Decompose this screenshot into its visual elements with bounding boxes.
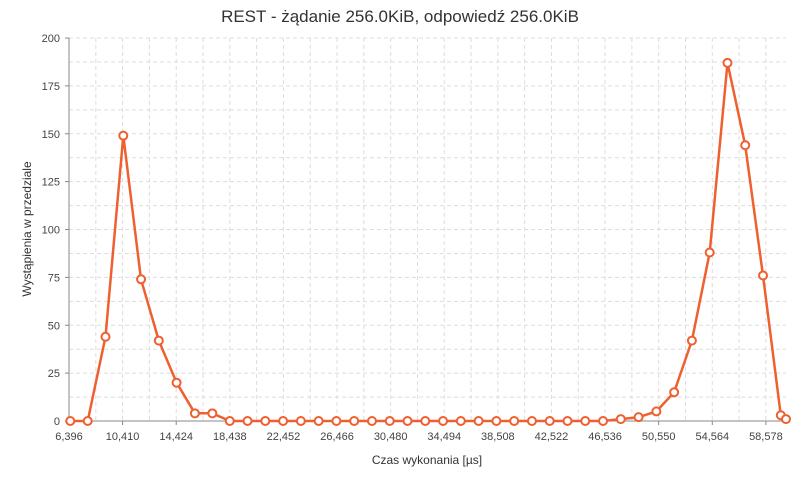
data-point [544,416,555,426]
data-point [331,416,342,426]
data-point [100,331,111,342]
x-tick-label: 54,564 [695,431,729,443]
data-point [260,416,271,426]
y-tick-label: 200 [42,33,60,45]
grid-layer [68,37,786,422]
y-tick-label: 175 [42,81,60,93]
x-tick-label: 18,438 [213,431,247,443]
x-tick-label: 26,466 [320,431,354,443]
data-point [402,416,413,426]
x-axis-label: Czas wykonania [µs] [372,453,482,467]
data-point [562,416,573,426]
data-point [384,416,395,426]
data-point [722,57,733,68]
data-point [366,416,377,426]
data-point [189,408,200,419]
y-tick-label: 100 [42,225,60,237]
data-point [580,416,591,426]
data-point [65,416,76,426]
data-point [207,408,218,419]
data-point [615,414,626,425]
data-point [669,387,680,398]
data-point [349,416,360,426]
data-point [704,247,715,258]
series-layer [65,57,791,426]
data-point [153,335,164,346]
data-point [295,416,306,426]
y-tick-label: 50 [48,320,60,332]
data-point [420,416,431,426]
y-tick-label: 25 [48,368,60,380]
data-point [171,377,182,388]
data-point [740,140,751,151]
data-point [473,416,484,426]
data-point [686,335,697,346]
data-point [438,416,449,426]
x-tick-label: 30,480 [374,431,408,443]
y-axis-label: Wystąpienia w przedziale [20,161,34,297]
data-point [598,416,609,426]
series-line [70,61,787,423]
y-tick-label: 125 [42,177,60,189]
y-tick-label: 75 [48,272,60,284]
x-tick-label: 22,452 [267,431,301,443]
axes-layer: 6,396 10,410 14,424 18,438 22,452 26,466 30,48… [42,33,786,443]
x-tick-label: 46,536 [588,431,622,443]
data-point [313,416,324,426]
data-point [633,412,644,423]
data-point [136,274,147,285]
x-tick-label: 10,410 [106,431,140,443]
x-tick-label: 42,522 [535,431,569,443]
y-tick-label: 150 [42,129,60,141]
x-tick-label: 38,508 [481,431,515,443]
data-point [651,406,662,417]
data-point [526,416,537,426]
data-point [781,414,791,425]
data-point [509,416,520,426]
chart-title: REST - żądanie 256.0KiB, odpowiedź 256.0… [221,7,579,26]
x-tick-label: 34,494 [427,431,461,443]
data-point [224,416,235,426]
data-point [491,416,502,426]
x-tick-label: 6,396 [55,431,83,443]
x-tick-label: 58,578 [749,431,783,443]
data-point [118,130,129,141]
data-point [758,270,769,281]
data-point [82,416,93,426]
y-tick-label: 0 [54,416,60,428]
data-point [242,416,253,426]
x-tick-label: 14,424 [159,431,193,443]
x-tick-label: 50,550 [642,431,676,443]
data-point [455,416,466,426]
data-point [278,416,289,426]
